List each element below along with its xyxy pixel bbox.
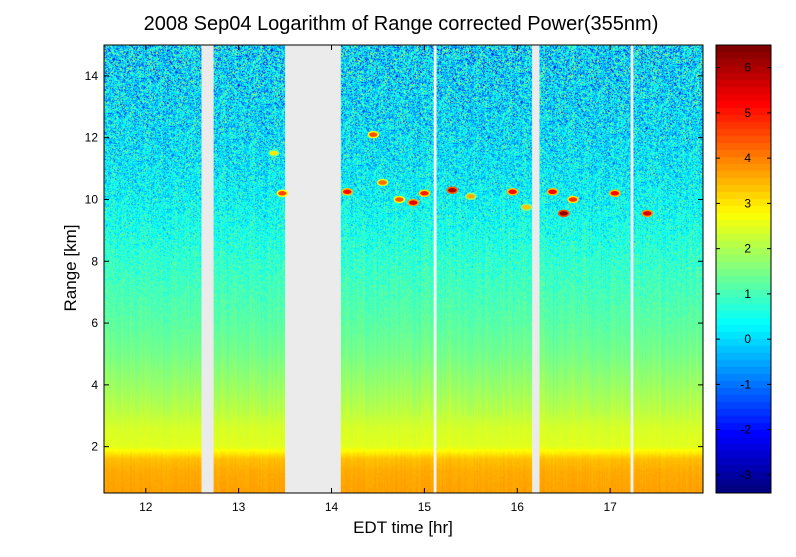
cloud-feature <box>341 188 354 196</box>
cloud-feature <box>393 195 406 204</box>
data-gaps <box>201 45 634 493</box>
colorbar-tick-label: -3 <box>740 468 751 482</box>
x-tick-label: 16 <box>511 500 525 514</box>
chart-title: 2008 Sep04 Logarithm of Range corrected … <box>144 13 659 35</box>
x-tick-label: 17 <box>603 500 617 514</box>
x-tick-label: 14 <box>325 500 339 514</box>
colorbar-ticks: -3 -2 -1 0 1 2 3 4 5 6 <box>716 61 771 482</box>
y-tick-label: 12 <box>85 131 99 145</box>
colorbar-tick-label: 6 <box>744 61 751 75</box>
y-axis-label: Range [km] <box>61 225 80 312</box>
colorbar-tick-label: 3 <box>744 196 751 210</box>
colorbar-tick-label: 5 <box>744 106 751 120</box>
data-gap <box>285 45 341 493</box>
cloud-feature <box>609 189 621 198</box>
cloud-feature <box>418 189 431 198</box>
colorbar-tick-label: 0 <box>744 332 751 346</box>
x-tick-label: 12 <box>139 500 153 514</box>
plot-area: 12 13 14 15 16 17 2 4 6 8 10 12 14 <box>85 44 704 514</box>
data-gap <box>201 45 214 493</box>
colorbar-image <box>716 45 771 493</box>
cloud-feature <box>276 189 289 198</box>
y-tick-label: 2 <box>91 440 98 454</box>
y-axis-ticks: 2 4 6 8 10 12 14 <box>85 69 703 454</box>
x-axis-label: EDT time [hr] <box>353 518 453 537</box>
y-tick-label: 10 <box>85 192 99 206</box>
cloud-feature <box>567 195 579 204</box>
colorbar-tick-label: -1 <box>740 377 751 391</box>
colorbar-tick-label: 1 <box>744 287 751 301</box>
y-tick-label: 6 <box>91 316 98 330</box>
data-gap <box>630 45 634 493</box>
data-gap <box>532 45 540 493</box>
x-tick-label: 13 <box>232 500 246 514</box>
cloud-feature <box>376 178 389 187</box>
colorbar-tick-label: 4 <box>744 151 751 165</box>
cloud-feature <box>446 186 459 194</box>
heatmap-image <box>104 45 703 493</box>
colorbar-tick-label: 2 <box>744 242 751 256</box>
colorbar-tick-label: -2 <box>740 423 751 437</box>
cloud-feature <box>641 209 654 218</box>
colorbar: -3 -2 -1 0 1 2 3 4 5 6 <box>715 44 772 494</box>
cloud-feature <box>546 188 559 196</box>
cloud-feature <box>407 198 420 207</box>
y-tick-label: 14 <box>85 69 99 83</box>
y-tick-label: 4 <box>91 378 98 392</box>
x-tick-label: 15 <box>418 500 432 514</box>
cloud-features <box>268 130 654 218</box>
colorbar-border <box>715 44 772 494</box>
cloud-feature <box>465 192 477 201</box>
cloud-feature <box>268 149 280 157</box>
data-gap <box>433 45 437 493</box>
plot-border <box>103 44 704 494</box>
cloud-feature <box>557 209 570 218</box>
cloud-feature <box>367 130 380 139</box>
cloud-feature <box>520 203 533 211</box>
x-axis-ticks: 12 13 14 15 16 17 <box>139 45 617 514</box>
cloud-feature <box>506 188 519 196</box>
y-tick-label: 8 <box>91 254 98 268</box>
